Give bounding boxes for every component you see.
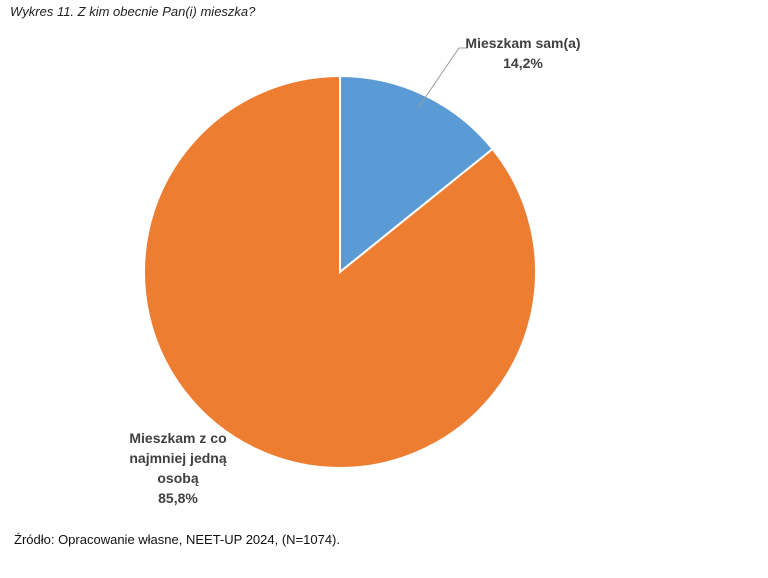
- source-note: Źródło: Opracowanie własne, NEET-UP 2024…: [14, 532, 341, 547]
- data-label-value: 14,2%: [503, 55, 543, 71]
- data-label-category: osobą: [157, 470, 198, 486]
- data-label-value: 85,8%: [158, 490, 198, 506]
- chart-title: Wykres 11. Z kim obecnie Pan(i) mieszka?: [10, 4, 256, 19]
- data-label-category: Mieszkam sam(a): [465, 35, 580, 51]
- pie-slice-1: [143, 74, 537, 469]
- leader-line: [417, 47, 468, 109]
- data-label-category: Mieszkam z co: [129, 430, 226, 446]
- data-label-category: najmniej jedną: [129, 450, 226, 466]
- pie-slice-0: [339, 74, 494, 275]
